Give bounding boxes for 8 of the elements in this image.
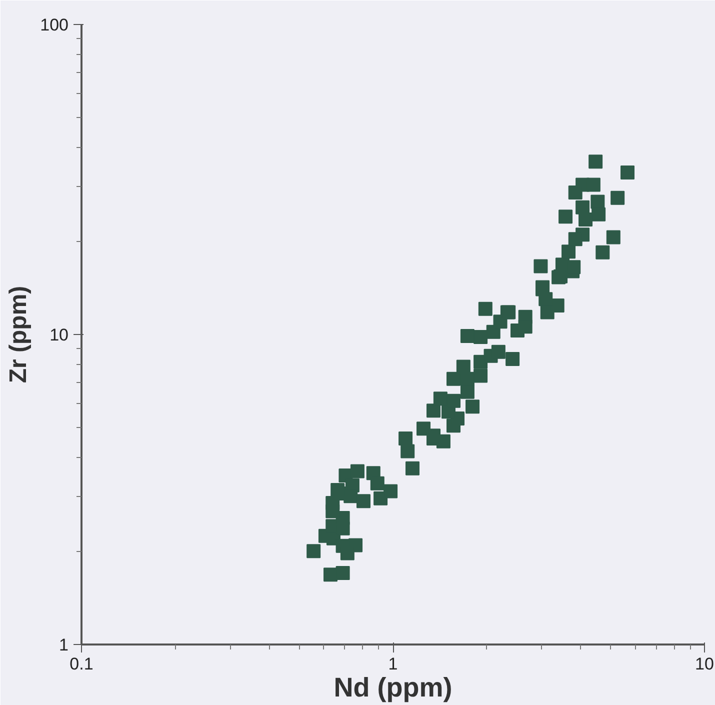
y-tick-label: 1 — [59, 636, 69, 654]
y-tick-label: 10 — [50, 326, 69, 344]
x-tick-label: 1 — [388, 654, 398, 674]
y-axis-title: Zr (ppm) — [5, 286, 32, 384]
x-tick-label: 0.1 — [70, 654, 94, 674]
x-tick-label: 10 — [695, 654, 714, 674]
x-axis-title: Nd (ppm) — [334, 672, 452, 702]
y-tick-label: 100 — [40, 16, 69, 34]
